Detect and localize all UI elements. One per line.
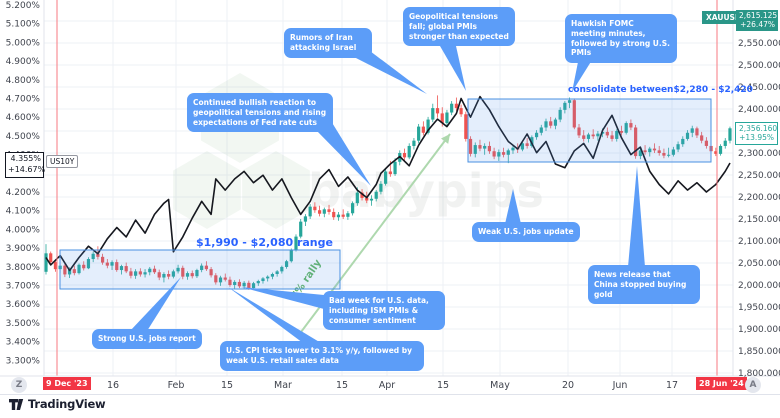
svg-text:16: 16 — [107, 380, 119, 391]
callout-annotation[interactable]: Strong U.S. jobs report — [92, 329, 202, 349]
time-axis[interactable]: 16 Feb 15 Mar 15 Apr 15 May 20 Jun 17 — [107, 380, 678, 391]
last-price-change: +13.95% — [739, 133, 774, 143]
callout-annotation[interactable]: Geopolitical tensions fall; global PMIs … — [403, 7, 515, 47]
svg-text:4.900%: 4.900% — [6, 57, 41, 67]
start-date-badge: 9 Dec '23 — [43, 377, 91, 390]
svg-text:3.800%: 3.800% — [6, 263, 41, 273]
range-box-dec-mar-consolidation[interactable] — [59, 249, 341, 290]
svg-text:May: May — [490, 380, 510, 391]
svg-text:3.300%: 3.300% — [6, 356, 41, 366]
svg-text:consolidate between$2,280 - $2: consolidate between$2,280 - $2,420 — [568, 85, 753, 95]
svg-text:3.700%: 3.700% — [6, 282, 41, 292]
svg-text:3.900%: 3.900% — [6, 244, 41, 254]
svg-text:2,550.000: 2,550.000 — [738, 39, 780, 49]
svg-text:3.600%: 3.600% — [6, 300, 41, 310]
xauusd-symbol-tag[interactable]: XAUUSD — [702, 11, 746, 24]
price-range-text-labels: $1,990 - $2,080 range consolidate between… — [196, 85, 753, 249]
callout-annotation[interactable]: U.S. CPI ticks lower to 3.1% y/y, follow… — [220, 341, 424, 371]
svg-text:Mar: Mar — [274, 380, 292, 391]
svg-text:2,000.000: 2,000.000 — [738, 281, 780, 291]
svg-text:4.600%: 4.600% — [6, 113, 41, 123]
tradingview-icon — [9, 398, 24, 410]
svg-text:2,100.000: 2,100.000 — [738, 237, 780, 247]
timezone-button[interactable]: Z — [11, 377, 27, 393]
xauusd-axis-value-badge: 2,615.125 +26.47% — [736, 10, 778, 31]
last-price-value: 2,356.160 — [739, 124, 778, 133]
svg-text:2,400.000: 2,400.000 — [738, 105, 780, 115]
callout-annotation[interactable]: Hawkish FOMC meeting minutes, followed b… — [565, 14, 677, 63]
svg-text:1,950.000: 1,950.000 — [738, 303, 780, 313]
last-price-badge: 2,356.160 +13.95% — [735, 122, 778, 145]
svg-text:2,150.000: 2,150.000 — [738, 215, 780, 225]
us10y-change: +14.67% — [8, 164, 46, 174]
range-boxes — [59, 98, 712, 290]
xauusd-change: +26.47% — [740, 20, 775, 30]
svg-text:3.500%: 3.500% — [6, 319, 41, 329]
us10y-line — [45, 95, 731, 272]
svg-text:5.000%: 5.000% — [6, 38, 41, 48]
svg-text:5.100%: 5.100% — [6, 20, 41, 30]
range-box-apr-jun-consolidation[interactable] — [467, 98, 712, 163]
svg-text:4.000%: 4.000% — [6, 225, 41, 235]
svg-text:Jun: Jun — [612, 380, 628, 391]
svg-text:1,800.000: 1,800.000 — [738, 369, 780, 379]
auto-scale-button[interactable]: A — [745, 377, 761, 393]
tradingview-wordmark: TradingView — [28, 397, 106, 411]
svg-text:5.200%: 5.200% — [6, 1, 41, 11]
svg-text:Apr: Apr — [379, 380, 396, 391]
left-price-axis[interactable]: 5.200% 5.100% 5.000% 4.900% 4.800% 4.700% 4.60… — [6, 1, 41, 366]
svg-text:4.700%: 4.700% — [6, 95, 41, 105]
svg-text:1,850.000: 1,850.000 — [738, 347, 780, 357]
callout-annotation[interactable]: Bad week for U.S. data, including ISM PM… — [323, 291, 445, 331]
svg-text:babypips: babypips — [308, 164, 544, 218]
axis-borders — [0, 0, 780, 395]
callout-annotation[interactable]: News release that China stopped buying g… — [588, 265, 700, 305]
callout-annotation[interactable]: Continued bullish reaction to geopolitic… — [187, 93, 333, 133]
xauusd-value: 2,615.125 — [739, 11, 778, 20]
us10y-axis-value-badge: 4.355% +14.67% — [5, 152, 46, 178]
right-price-axis[interactable]: 2,550.000 2,500.000 2,450.000 2,400.000 2,30… — [738, 39, 780, 379]
svg-text:20: 20 — [562, 380, 574, 391]
svg-text:3.400%: 3.400% — [6, 338, 41, 348]
svg-text:4.800%: 4.800% — [6, 76, 41, 86]
us10y-value: 4.355% — [10, 154, 41, 163]
svg-text:2,050.000: 2,050.000 — [738, 259, 780, 269]
svg-text:2,300.000: 2,300.000 — [738, 149, 780, 159]
svg-text:Feb: Feb — [168, 380, 185, 391]
svg-text:1,900.000: 1,900.000 — [738, 325, 780, 335]
svg-text:4.200%: 4.200% — [6, 188, 41, 198]
callout-annotation[interactable]: Weak U.S. jobs update — [472, 222, 580, 242]
svg-text:$1,990 - $2,080 range: $1,990 - $2,080 range — [196, 236, 333, 249]
callout-tails — [130, 46, 645, 343]
svg-text:15: 15 — [336, 380, 348, 391]
svg-text:17: 17 — [666, 380, 678, 391]
svg-text:2,450.000: 2,450.000 — [738, 83, 780, 93]
callout-annotation[interactable]: Rumors of Iran attacking Israel — [284, 28, 372, 58]
tradingview-logo[interactable]: TradingView — [9, 397, 106, 411]
end-date-badge: 28 Jun '24 — [696, 377, 747, 390]
svg-text:15: 15 — [437, 380, 449, 391]
svg-text:2,200.000: 2,200.000 — [738, 193, 780, 203]
us10y-symbol-tag[interactable]: US10Y — [46, 155, 79, 168]
svg-text:4.100%: 4.100% — [6, 207, 41, 217]
svg-text:2,250.000: 2,250.000 — [738, 171, 780, 181]
svg-text:2,500.000: 2,500.000 — [738, 61, 780, 71]
svg-text:4.500%: 4.500% — [6, 132, 41, 142]
svg-text:15: 15 — [221, 380, 233, 391]
